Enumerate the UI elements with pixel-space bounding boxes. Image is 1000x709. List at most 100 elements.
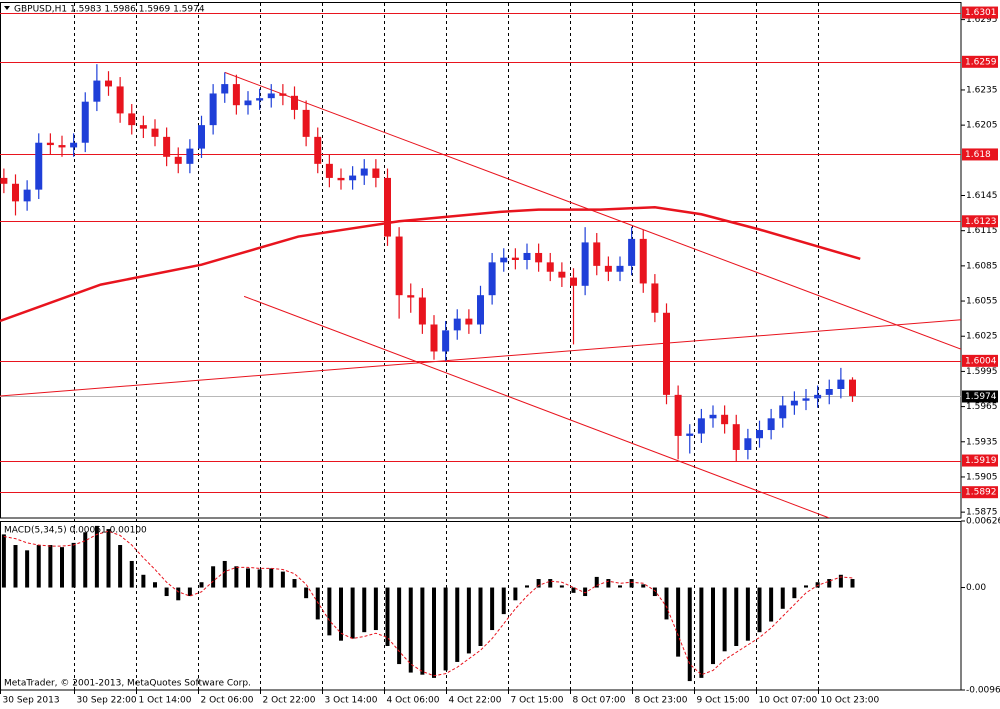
candle-body: [23, 189, 31, 202]
price-level-label: 1.618: [965, 150, 991, 160]
macd-bar: [211, 566, 216, 588]
candle-body: [291, 95, 298, 110]
y-tick-label: 1.5995: [966, 367, 998, 377]
y-tick-label: 0.00626: [966, 517, 1000, 527]
candle-body: [81, 101, 89, 143]
y-tick-label: 0.00: [966, 583, 986, 593]
candle-body: [209, 93, 217, 126]
price-level-label: 1.6123: [965, 217, 997, 227]
macd-bar: [745, 587, 750, 641]
candle-body: [221, 84, 229, 94]
candle-body: [535, 252, 543, 263]
price-level-box: [962, 486, 998, 499]
candle-body: [500, 257, 508, 263]
macd-bar: [118, 545, 123, 588]
price-level-label: 1.6301: [965, 8, 997, 18]
macd-bar: [36, 545, 41, 588]
macd-bar: [141, 574, 146, 588]
candle-body: [721, 414, 729, 425]
macd-bar: [71, 542, 76, 588]
y-tick-label: 1.6295: [966, 15, 998, 25]
candle-body: [395, 236, 403, 296]
macd-plot: [1, 525, 855, 682]
candle-body: [93, 80, 101, 102]
macd-bar: [490, 587, 495, 631]
candle-body: [418, 297, 426, 325]
macd-bar: [257, 569, 262, 588]
macd-bar: [373, 587, 378, 631]
macd-bar: [315, 587, 320, 620]
macd-panel: [0, 521, 962, 691]
candle-body: [744, 438, 752, 450]
macd-bar: [385, 587, 390, 646]
candle-body: [488, 262, 496, 296]
candle-body: [814, 394, 822, 399]
x-tick-label: 4 Oct 06:00: [387, 696, 440, 706]
y-tick-label: 1.5935: [966, 437, 998, 447]
y-tick-label: 1.6025: [966, 332, 998, 342]
candle-body: [779, 405, 787, 419]
macd-bar: [222, 560, 227, 588]
macd-bar: [792, 587, 797, 599]
macd-bar: [618, 585, 622, 588]
price-level-box: [962, 55, 998, 68]
candle-body: [58, 145, 66, 148]
candle-body: [581, 242, 589, 286]
macd-bar: [478, 587, 483, 646]
trend-line: [243, 295, 830, 518]
candle-body: [384, 177, 391, 237]
macd-bar: [187, 587, 192, 597]
macd-bar: [583, 587, 588, 597]
x-tick-label: 4 Oct 22:00: [449, 696, 502, 706]
macd-bar: [559, 585, 564, 588]
candle-body: [302, 109, 310, 137]
price-level-box: [962, 215, 998, 228]
candle-body: [593, 242, 601, 266]
macd-bar: [501, 587, 506, 615]
price-level-label: 1.5892: [965, 488, 997, 498]
x-tick-label: 10 Oct 07:00: [759, 696, 818, 706]
trend-line: [224, 71, 961, 350]
macd-bar: [838, 574, 843, 588]
candle-body: [465, 318, 473, 325]
signal-line: [3, 530, 853, 677]
macd-bar: [432, 587, 436, 678]
y-tick-label: 1.6085: [966, 261, 998, 271]
candle-body: [756, 430, 763, 439]
macd-bar: [827, 579, 832, 588]
candle-body: [442, 330, 450, 352]
macd-bar: [641, 584, 646, 588]
x-tick-label: 10 Oct 23:00: [821, 696, 880, 706]
candle-body: [0, 177, 8, 184]
macd-bar: [408, 587, 413, 673]
y-tick-label: 1.6055: [966, 297, 998, 307]
macd-bar: [629, 579, 634, 588]
macd-bar: [711, 587, 715, 665]
candle-body: [837, 379, 845, 389]
macd-bar: [1, 534, 6, 588]
macd-bar: [525, 585, 529, 588]
main-panel: [0, 2, 962, 519]
macd-bar: [280, 571, 285, 588]
candle-body: [349, 175, 357, 181]
macd-bar: [664, 587, 669, 620]
candle-body: [546, 262, 554, 272]
y-tick-label: 1.6235: [966, 85, 998, 95]
macd-bar: [466, 587, 471, 654]
x-tick-label: 9 Oct 15:00: [697, 696, 750, 706]
macd-bar: [455, 587, 460, 662]
macd-bar: [269, 568, 274, 588]
macd-bar: [129, 560, 134, 588]
macd-bar: [292, 579, 297, 588]
candle-body: [174, 156, 182, 164]
candle-body: [709, 414, 717, 419]
macd-bar: [48, 545, 53, 588]
candle-body: [325, 163, 333, 178]
candle-body: [453, 318, 461, 331]
candle-body: [697, 418, 705, 434]
candle-body: [139, 125, 147, 129]
x-tick-label: 8 Oct 23:00: [635, 696, 688, 706]
candle-body: [430, 324, 438, 352]
candle-body: [70, 142, 78, 148]
